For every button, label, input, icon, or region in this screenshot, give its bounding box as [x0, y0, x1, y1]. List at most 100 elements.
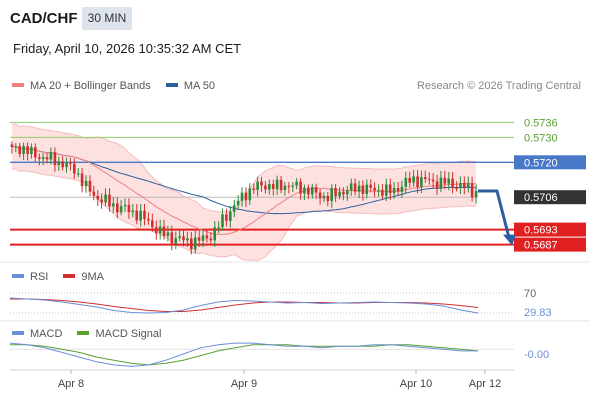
- legend-item-ma50[interactable]: MA 50: [165, 80, 216, 92]
- level-label-0: 0.5736: [524, 117, 558, 129]
- candle-body: [463, 183, 466, 188]
- x-tick-label-0: Apr 8: [58, 378, 84, 390]
- candle-body: [225, 214, 228, 221]
- candle-body: [392, 188, 396, 194]
- macd-swatch: [12, 331, 24, 336]
- candle-body: [65, 162, 68, 168]
- candle-body: [256, 181, 259, 190]
- candle-body: [322, 195, 326, 199]
- candle-body: [400, 186, 404, 192]
- candle-body: [100, 199, 103, 203]
- candle-body: [260, 181, 263, 186]
- candle-body: [26, 146, 29, 154]
- rsi-legend: RSI 9MA: [12, 271, 116, 283]
- candle-body: [279, 179, 283, 191]
- candle-body: [143, 210, 146, 219]
- candle-body: [318, 192, 322, 199]
- candle-body: [88, 180, 92, 192]
- macd-signal-label: MACD Signal: [95, 328, 162, 340]
- candle-body: [139, 210, 142, 221]
- level-tag-3: [514, 190, 586, 205]
- candle-body: [116, 203, 119, 213]
- candle-body: [365, 184, 369, 195]
- candle-body: [197, 237, 201, 241]
- candle-body: [38, 157, 41, 159]
- candle-body: [291, 185, 294, 187]
- candle-body: [112, 203, 115, 207]
- candle-body: [119, 206, 123, 213]
- candle-body: [252, 188, 255, 190]
- candle-body: [349, 183, 353, 191]
- candle-body: [14, 146, 18, 148]
- timeframe-badge[interactable]: 30 MIN: [82, 7, 132, 30]
- candle-body: [123, 204, 127, 207]
- candle-body: [373, 187, 376, 191]
- level-label-1: 0.5730: [524, 132, 558, 144]
- candle-body: [287, 185, 291, 187]
- candle-body: [154, 227, 158, 234]
- candle-body: [451, 178, 454, 188]
- candle-body: [240, 192, 244, 201]
- candle-body: [338, 191, 341, 197]
- level-tag-4: [514, 222, 586, 237]
- candle-body: [443, 177, 447, 184]
- price-panel: 0.5736 0.5730 0.5720 0.5706 0.5693 0.5687: [10, 117, 586, 262]
- legend-item-macd-signal[interactable]: MACD Signal: [77, 328, 161, 340]
- candle-body: [162, 226, 166, 236]
- candle-body: [420, 177, 423, 187]
- research-credit: Research © 2026 Trading Central: [416, 80, 581, 92]
- candle-body: [131, 210, 135, 213]
- candle-body: [127, 204, 131, 213]
- candle-body: [190, 238, 193, 250]
- legend-item-9ma[interactable]: 9MA: [63, 271, 104, 283]
- level-tag-2: [514, 155, 586, 170]
- rsi-current-value: 29.83: [524, 307, 552, 319]
- ma50-swatch: [165, 83, 178, 88]
- candle-body: [377, 189, 380, 191]
- candle-body: [439, 177, 443, 189]
- candle-body: [61, 161, 64, 168]
- candle-body: [248, 188, 252, 201]
- candle-body: [361, 185, 365, 194]
- candle-body: [96, 195, 100, 200]
- candle-body: [209, 238, 213, 241]
- candle-body: [244, 192, 248, 201]
- timestamp: Friday, April 10, 2026 10:35:32 AM CET: [13, 41, 242, 56]
- rsi-line: [9, 297, 479, 314]
- legend-item-rsi[interactable]: RSI: [12, 271, 51, 283]
- candle-body: [57, 161, 61, 165]
- candle-body: [408, 178, 411, 183]
- legend-item-macd[interactable]: MACD: [12, 328, 65, 340]
- bollinger-band-fill: [11, 124, 477, 261]
- candle-body: [295, 181, 298, 186]
- ma50-label: MA 50: [183, 80, 216, 92]
- candle-body: [41, 157, 45, 159]
- candle-body: [236, 200, 240, 206]
- legend-item-ma20[interactable]: MA 20 + Bollinger Bands: [12, 80, 154, 92]
- x-axis: Apr 8 Apr 9 Apr 10 Apr 12: [10, 369, 514, 390]
- candle-body: [299, 181, 302, 194]
- candle-body: [69, 162, 72, 164]
- macd-line: [9, 342, 478, 367]
- candle-body: [326, 195, 330, 202]
- candle-body: [201, 235, 205, 241]
- candle-body: [264, 185, 267, 190]
- level-label-5: 0.5687: [524, 240, 558, 252]
- 9ma-label: 9MA: [81, 271, 105, 283]
- candle-body: [268, 184, 271, 190]
- rsi-level-label-70: 70: [524, 288, 536, 300]
- candle-body: [92, 191, 96, 196]
- ma20-swatch: [12, 83, 24, 88]
- candle-body: [34, 147, 37, 158]
- candle-body: [381, 189, 384, 196]
- candle-body: [431, 179, 435, 182]
- candle-body: [213, 227, 216, 241]
- chart-header: CAD/CHF 30 MIN: [0, 0, 590, 36]
- x-tick-label-3: Apr 12: [469, 378, 501, 390]
- candle-body: [80, 173, 84, 187]
- candle-body: [357, 185, 361, 192]
- candle-body: [151, 220, 154, 228]
- candle-body: [221, 214, 224, 228]
- forecast-arrow-head: [503, 234, 516, 246]
